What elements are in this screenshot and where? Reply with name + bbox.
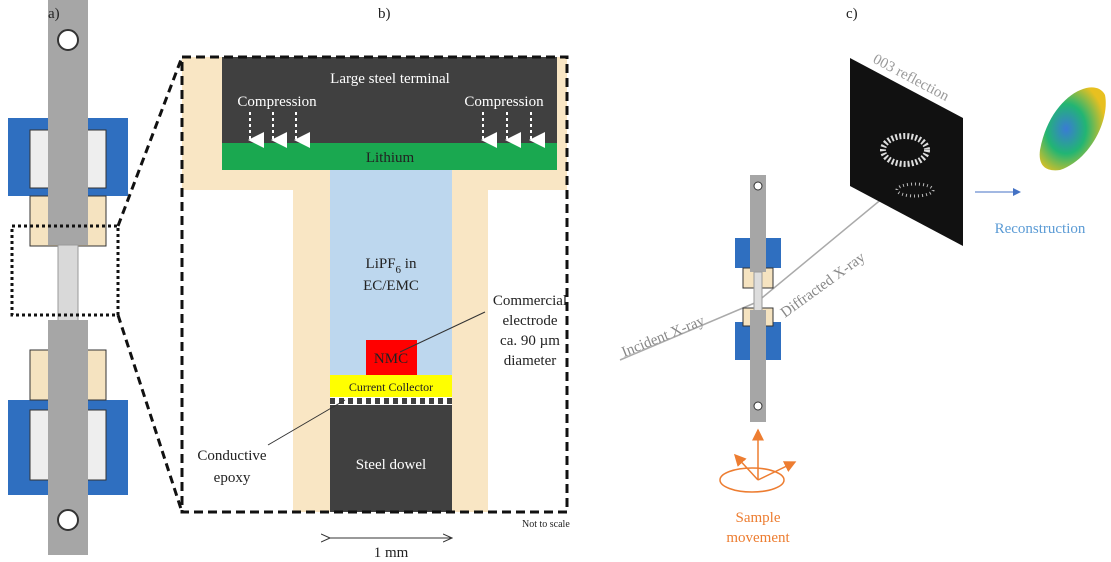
diffracted-label: Diffracted X-ray bbox=[778, 249, 869, 321]
panel-label: c) bbox=[846, 6, 858, 22]
incident-label: Incident X-ray bbox=[620, 313, 708, 361]
figure: a) b) Large steel terminal Compression C… bbox=[0, 0, 1111, 562]
electrode-note: diameter bbox=[504, 353, 556, 369]
compression-label: Compression bbox=[237, 94, 317, 110]
dowel-label: Steel dowel bbox=[356, 457, 426, 473]
reconstruction-label: Reconstruction bbox=[995, 221, 1086, 237]
collector-label: Current Collector bbox=[349, 380, 433, 394]
electrode-note: Commercial bbox=[493, 293, 567, 309]
compression-label: Compression bbox=[464, 94, 544, 110]
movement-label: Sample bbox=[736, 510, 781, 526]
nmc-label: NMC bbox=[374, 351, 408, 367]
diffraction-setup bbox=[620, 58, 1106, 492]
scale-note: Not to scale bbox=[522, 519, 570, 530]
cell-assembly bbox=[8, 0, 182, 555]
electrode-note: electrode bbox=[503, 313, 558, 329]
movement-label: movement bbox=[726, 530, 790, 546]
epoxy-note: Conductive bbox=[197, 448, 266, 464]
lithium-label: Lithium bbox=[366, 150, 415, 166]
panel-label: a) bbox=[48, 6, 60, 22]
scale-bar-label: 1 mm bbox=[374, 545, 409, 561]
text: LiPF bbox=[366, 256, 396, 272]
terminal-label: Large steel terminal bbox=[330, 71, 450, 87]
epoxy-note: epoxy bbox=[214, 470, 251, 486]
text: in bbox=[401, 256, 417, 272]
electrode-note: ca. 90 µm bbox=[500, 333, 560, 349]
panel-label: b) bbox=[378, 6, 391, 22]
electrolyte-label: EC/EMC bbox=[363, 278, 419, 294]
